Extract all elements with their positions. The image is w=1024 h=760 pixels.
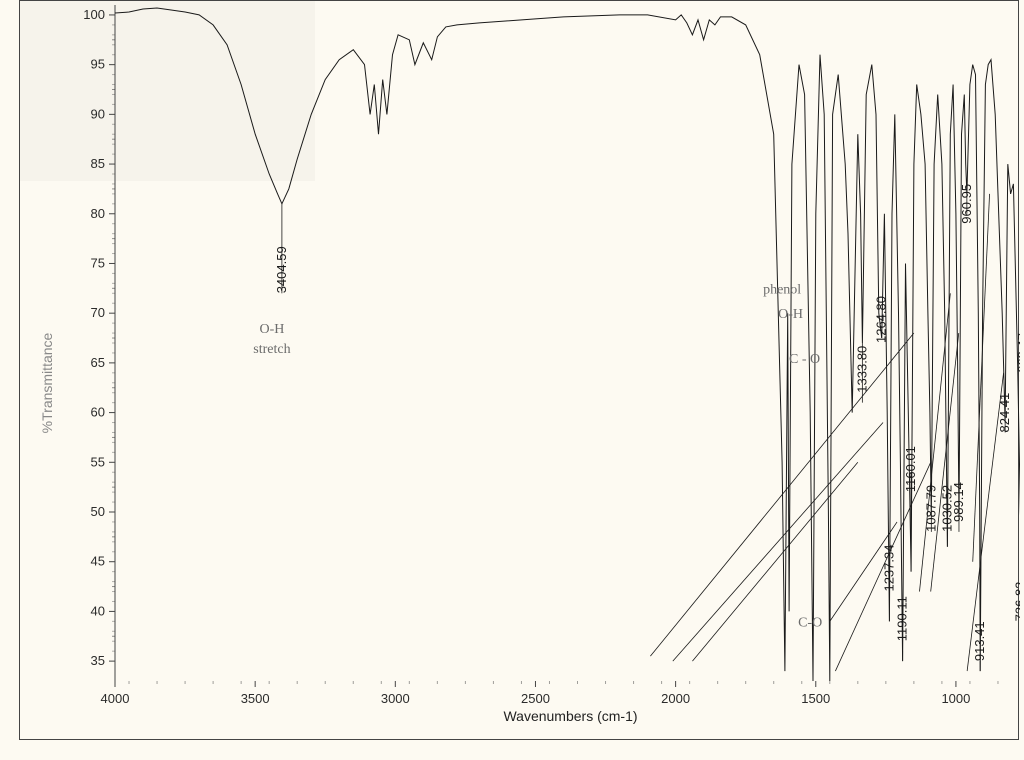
leader-line [931, 333, 959, 591]
ytick-label: 70 [91, 305, 105, 320]
ytick-label: 40 [91, 603, 105, 618]
peak-label: 989.14 [951, 482, 966, 522]
ytick-label: 55 [91, 454, 105, 469]
ytick-label: 95 [91, 57, 105, 72]
ytick-label: 35 [91, 653, 105, 668]
peak-label: 1264.80 [874, 296, 889, 343]
ytick-label: 100 [83, 7, 105, 22]
peak-label: 1190.11 [895, 596, 910, 641]
xaxis-label: Wavenumbers (cm-1) [503, 708, 637, 724]
ytick-label: 65 [91, 355, 105, 370]
ir-spectrum-chart: 35 40 45 50 55 60 65 70 75 80 85 90 95 100 %Transmitta… [20, 1, 1020, 741]
page-root: 35 40 45 50 55 60 65 70 75 80 85 90 95 100 %Transmitta… [0, 0, 1024, 760]
peak-label: 726.82 [1012, 582, 1020, 622]
hand-annotation: stretch [253, 342, 290, 357]
peak-label: 1237.34 [881, 545, 896, 592]
xtick-label: 1000 [941, 691, 970, 706]
hand-annotation: O-H [260, 322, 285, 337]
plot-frame: 35 40 45 50 55 60 65 70 75 80 85 90 95 100 %Transmitta… [19, 0, 1019, 740]
ytick-label: 60 [91, 405, 105, 420]
ytick-label: 80 [91, 206, 105, 221]
xtick-label: 3500 [241, 691, 270, 706]
peak-label: 960.95 [959, 184, 974, 224]
xtick-label: 1500 [801, 691, 830, 706]
xtick-label: 3000 [381, 691, 410, 706]
peak-label: 1087.79 [923, 485, 938, 532]
peak-label: 3404.59 [274, 246, 289, 293]
hand-annotation: C - O [789, 352, 820, 367]
ytick-label: 90 [91, 106, 105, 121]
hand-annotation: phenol [763, 282, 801, 297]
ytick-label: 85 [91, 156, 105, 171]
ytick-label: 45 [91, 554, 105, 569]
peak-label: 1160.01 [903, 446, 918, 492]
ytick-label: 75 [91, 255, 105, 270]
leader-line [919, 293, 950, 591]
xtick-label: 2500 [521, 691, 550, 706]
hand-annotation: C-O [798, 615, 822, 630]
ytick-label: 50 [91, 504, 105, 519]
leader-line [650, 333, 913, 656]
xtick-label: 4000 [101, 691, 130, 706]
peak-label: 669.47 [1015, 333, 1020, 373]
xtick-label: 2000 [661, 691, 690, 706]
hand-annotation: O-H [778, 307, 803, 322]
peak-label: 1333.80 [854, 346, 869, 393]
peak-label: 913.41 [972, 621, 987, 661]
leader-line [692, 462, 857, 661]
yaxis-label: %Transmittance [39, 332, 55, 433]
leader-line [673, 423, 883, 662]
peak-label: 824.41 [997, 393, 1012, 433]
